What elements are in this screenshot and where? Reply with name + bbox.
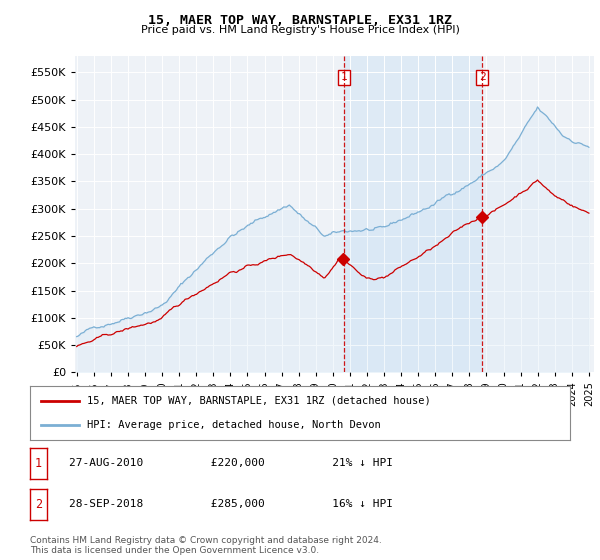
Text: 1: 1 xyxy=(35,457,42,470)
Text: HPI: Average price, detached house, North Devon: HPI: Average price, detached house, Nort… xyxy=(86,420,380,430)
Text: 15, MAER TOP WAY, BARNSTAPLE, EX31 1RZ: 15, MAER TOP WAY, BARNSTAPLE, EX31 1RZ xyxy=(148,14,452,27)
Text: This data is licensed under the Open Government Licence v3.0.: This data is licensed under the Open Gov… xyxy=(30,546,319,555)
Text: Contains HM Land Registry data © Crown copyright and database right 2024.: Contains HM Land Registry data © Crown c… xyxy=(30,536,382,545)
Text: 2: 2 xyxy=(35,498,42,511)
Text: 27-AUG-2010          £220,000          21% ↓ HPI: 27-AUG-2010 £220,000 21% ↓ HPI xyxy=(69,459,393,468)
Bar xyxy=(344,56,482,372)
Text: 2: 2 xyxy=(479,72,485,82)
Text: 1: 1 xyxy=(341,72,347,82)
Text: 28-SEP-2018          £285,000          16% ↓ HPI: 28-SEP-2018 £285,000 16% ↓ HPI xyxy=(69,500,393,509)
Text: Price paid vs. HM Land Registry's House Price Index (HPI): Price paid vs. HM Land Registry's House … xyxy=(140,25,460,35)
Text: 15, MAER TOP WAY, BARNSTAPLE, EX31 1RZ (detached house): 15, MAER TOP WAY, BARNSTAPLE, EX31 1RZ (… xyxy=(86,396,430,406)
